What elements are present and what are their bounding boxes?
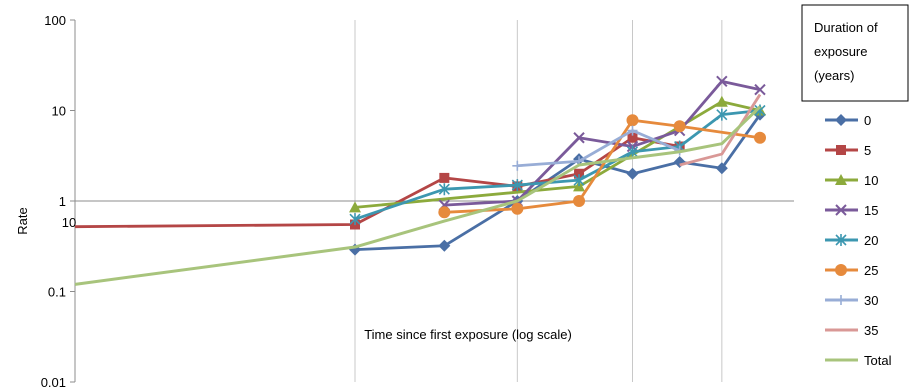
data-point — [754, 83, 766, 96]
legend-label: 30 — [864, 293, 878, 308]
y-tick-label: 0.01 — [41, 375, 66, 388]
data-point — [716, 75, 728, 88]
legend-label: 15 — [864, 203, 878, 218]
data-point — [754, 131, 766, 144]
series-line — [354, 109, 761, 221]
series-line — [74, 105, 762, 286]
y-tick-label: 10 — [52, 104, 66, 119]
data-point — [438, 206, 451, 219]
data-point — [754, 104, 766, 117]
legend-label: 20 — [864, 233, 878, 248]
data-point — [626, 114, 639, 127]
data-point — [573, 174, 585, 187]
data-point — [438, 239, 451, 252]
legend-marker — [835, 174, 847, 185]
series-layer — [74, 75, 766, 286]
legend-marker — [835, 204, 847, 216]
legend-item: 35 — [825, 323, 878, 338]
legend-marker — [835, 114, 847, 126]
data-point — [627, 125, 638, 136]
data-point — [573, 195, 586, 207]
series-35 — [679, 93, 762, 167]
legend-label: 0 — [864, 113, 871, 128]
data-point — [439, 172, 450, 183]
data-point — [349, 213, 361, 226]
series-line — [74, 136, 680, 229]
legend: Duration of exposure (years) 0 5 10 15 20 25 30 3… — [801, 4, 909, 368]
legend-marker — [835, 234, 847, 246]
legend-marker — [836, 295, 846, 305]
legend-label: 25 — [864, 263, 878, 278]
data-point — [715, 162, 728, 175]
legend-item: 5 — [825, 143, 871, 158]
legend-item: 25 — [825, 263, 878, 278]
legend-title-line: (years) — [814, 68, 854, 83]
series-line — [517, 129, 681, 168]
legend-item: Total — [825, 353, 892, 368]
x-tick-label: 10 — [62, 215, 76, 230]
data-point — [574, 168, 585, 179]
legend-label: 5 — [864, 143, 871, 158]
data-point — [511, 179, 523, 192]
legend-title-line: exposure — [814, 44, 867, 59]
y-tick-labels: 100 10 1 0.1 0.01 — [41, 13, 75, 388]
legend-title-line: Duration of — [814, 20, 878, 35]
data-point — [349, 201, 361, 213]
legend-item: 30 — [825, 293, 878, 308]
series-line — [354, 100, 761, 209]
y-tick-label: 1 — [59, 194, 66, 209]
legend-marker — [836, 145, 846, 155]
legend-title: Duration of exposure (years) — [814, 20, 878, 83]
series-line — [679, 93, 762, 167]
legend-item: 15 — [825, 203, 878, 218]
legend-label: Total — [864, 353, 892, 368]
series-total — [74, 105, 762, 286]
legend-item: 20 — [825, 233, 878, 248]
legend-title-box — [801, 4, 909, 102]
legend-item: 10 — [825, 173, 878, 188]
x-axis-title: Time since first exposure (log scale) — [364, 327, 572, 342]
data-point — [626, 167, 639, 180]
data-point — [438, 183, 450, 196]
y-tick-label: 100 — [44, 13, 66, 28]
legend-item: 0 — [825, 113, 871, 128]
data-point — [673, 120, 686, 133]
data-point — [673, 155, 686, 168]
y-tick-label: 0.1 — [48, 285, 66, 300]
legend-marker — [835, 264, 847, 276]
data-point — [627, 132, 638, 143]
legend-label: 35 — [864, 323, 878, 338]
x-tick-labels: 10 — [62, 215, 76, 230]
legend-items: 0 5 10 15 20 25 30 35 Total — [825, 113, 892, 368]
data-point — [715, 95, 728, 107]
legend-label: 10 — [864, 173, 878, 188]
series-20 — [349, 104, 766, 226]
data-point — [716, 108, 728, 121]
data-point — [511, 202, 524, 215]
data-point — [626, 145, 639, 158]
data-point — [573, 132, 585, 144]
data-point — [512, 160, 523, 171]
y-axis-title: Rate — [15, 207, 30, 234]
